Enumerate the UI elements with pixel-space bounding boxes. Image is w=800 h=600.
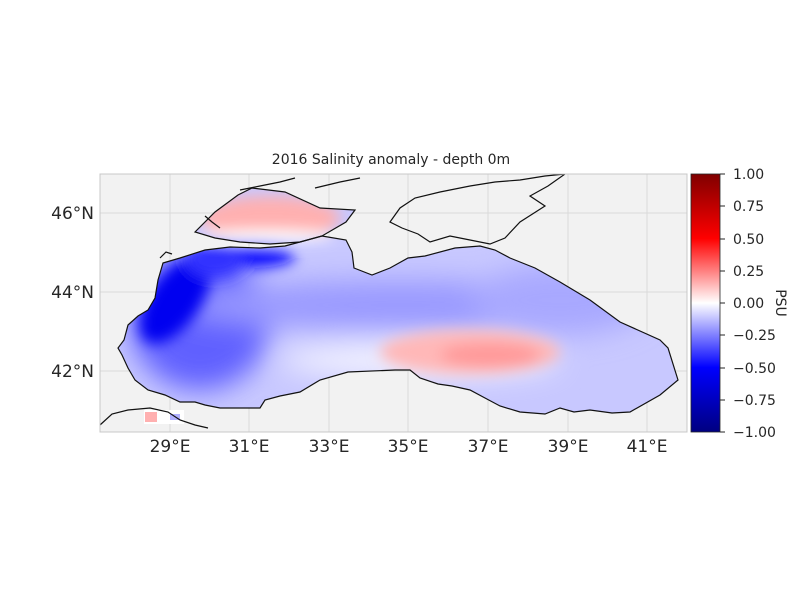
colorbar-tick-label: 0.00	[733, 296, 764, 312]
longitude-tick-labels: 29°E 31°E 33°E 35°E 37°E 39°E 41°E	[150, 437, 668, 457]
colorbar-tick-label: 0.25	[733, 264, 764, 280]
lon-tick-39: 39°E	[548, 437, 589, 457]
lon-tick-29: 29°E	[150, 437, 191, 457]
map-title: 2016 Salinity anomaly - depth 0m	[272, 152, 510, 168]
colorbar-tick-label: 0.50	[733, 232, 764, 248]
lon-tick-31: 31°E	[229, 437, 270, 457]
lat-tick-42: 42°N	[51, 362, 94, 382]
lat-tick-46: 46°N	[51, 204, 94, 224]
coastlines	[100, 174, 679, 429]
colorbar-tick-label: 0.75	[733, 199, 764, 215]
map-frame	[99, 173, 688, 433]
lon-tick-37: 37°E	[468, 437, 509, 457]
latitude-tick-labels: 46°N 44°N 42°N	[51, 204, 94, 382]
colorbar-gradient	[690, 173, 721, 433]
colorbar-tick-label: −0.50	[733, 361, 776, 377]
colorbar-label: PSU	[772, 289, 788, 317]
map-panel	[99, 173, 688, 433]
colorbar: 1.00 0.75 0.50 0.25 0.00 −0.25 −0.50 −0.…	[690, 167, 788, 441]
lon-tick-35: 35°E	[388, 437, 429, 457]
colorbar-tick-label: 1.00	[733, 167, 764, 183]
colorbar-tick-label: −0.25	[733, 328, 776, 344]
marmara-anomaly-patch	[144, 410, 184, 424]
lat-tick-44: 44°N	[51, 283, 94, 303]
colorbar-tick-label: −0.75	[733, 393, 776, 409]
lon-tick-41: 41°E	[627, 437, 668, 457]
lon-tick-33: 33°E	[309, 437, 350, 457]
colorbar-tick-label: −1.00	[733, 425, 776, 441]
colorbar-ticks	[720, 173, 725, 433]
